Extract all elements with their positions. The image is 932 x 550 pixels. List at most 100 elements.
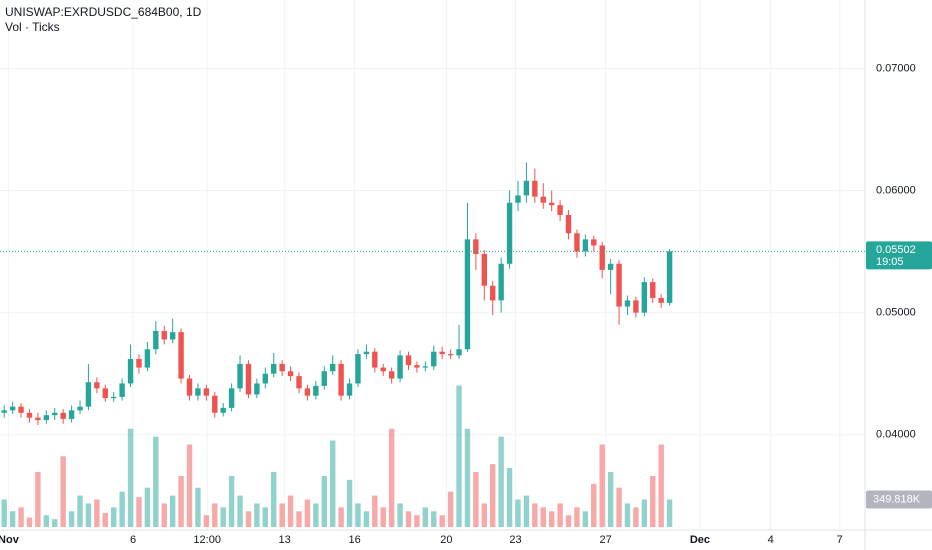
volume-bar [94, 499, 100, 527]
candle-body [313, 385, 319, 396]
candle-body [447, 354, 454, 356]
volume-bar [506, 468, 513, 527]
candle-body [43, 415, 50, 421]
volume-bar [372, 495, 378, 527]
volume-bar [422, 507, 429, 527]
volume-bar [540, 507, 546, 527]
volume-bar [169, 495, 176, 527]
volume-bar [153, 436, 159, 527]
candle-body [355, 354, 361, 384]
volume-bar [456, 385, 462, 527]
volume-bar [144, 487, 151, 527]
candle-body [532, 180, 538, 197]
volume-bar [60, 456, 66, 527]
candle-body [178, 332, 184, 379]
volume-bar [591, 483, 597, 527]
y-tick-label: 0.06000 [876, 184, 916, 196]
candle-body [380, 367, 386, 372]
volume-bar [195, 487, 201, 527]
candle-body [60, 412, 66, 419]
candle-body [1, 410, 7, 413]
countdown-label: 19:05 [876, 256, 904, 268]
volume-bar [43, 515, 50, 527]
x-tick-label: 4 [768, 534, 774, 546]
x-tick-label: 7 [837, 534, 843, 546]
volume-bar [304, 499, 311, 527]
candle-body [540, 196, 546, 203]
candle-body [481, 254, 487, 286]
grid [0, 0, 865, 530]
candle-body [119, 383, 125, 397]
x-tick-label: 27 [599, 534, 611, 546]
volume-bar [85, 503, 92, 527]
volume-bar [338, 507, 344, 527]
candle-body [186, 378, 193, 396]
volume-bar [161, 503, 167, 527]
volume-bar [127, 428, 134, 527]
volume-bar [203, 515, 210, 527]
last-price-tag [866, 241, 932, 270]
candle-body [388, 371, 395, 379]
candle-body [52, 412, 58, 416]
volume-bar [296, 511, 302, 527]
candle-body [372, 351, 378, 368]
volume-bar [557, 503, 563, 527]
chart-subtitle: Vol · Ticks [5, 20, 60, 34]
volume-bar [548, 511, 555, 527]
volume-bar [111, 507, 117, 527]
candle-body [153, 330, 159, 350]
volume-bar [186, 444, 193, 527]
candle-body [557, 205, 563, 215]
volume-bar [447, 491, 454, 527]
x-tick-label: 12:00 [193, 534, 221, 546]
volume-bar [490, 464, 496, 527]
volume-bar [397, 503, 403, 527]
candle-body [658, 297, 664, 303]
volume-bar [616, 487, 622, 527]
chart-title: UNISWAP:EXRDUSDC_684B00, 1D [5, 5, 202, 19]
volume-tag [866, 490, 932, 509]
x-tick-label: Nov [0, 534, 20, 546]
volume-bar [178, 475, 184, 527]
volume-bar [515, 499, 521, 527]
candle-body [582, 239, 589, 252]
candle-body [144, 349, 151, 368]
volume-bar [355, 503, 361, 527]
volume-bar [271, 472, 277, 527]
last-price-label: 0.05502 [876, 244, 916, 256]
candle-body [169, 332, 176, 340]
candle-body [195, 388, 201, 396]
volume-bar [102, 512, 108, 527]
candle-body [490, 285, 496, 301]
candle-body [68, 410, 75, 419]
candle-body [262, 373, 269, 384]
volume-bar [9, 511, 16, 527]
volume-bar [582, 511, 589, 527]
volume-bar [633, 507, 639, 527]
x-tick-label: 13 [279, 534, 291, 546]
candle-body [94, 382, 100, 389]
volume-bar [565, 515, 572, 527]
volume-bar [321, 475, 327, 527]
candle-body [431, 351, 437, 367]
candle-body [254, 383, 260, 395]
volume-bar [136, 497, 142, 527]
candle-body [515, 195, 521, 203]
volume-bar [254, 503, 260, 527]
volume-bar [1, 499, 7, 527]
volume-bar [641, 499, 648, 527]
volume-bar [262, 507, 269, 527]
y-tick-label: 0.04000 [876, 429, 916, 441]
candle-body [321, 371, 327, 386]
volume-bar [431, 511, 437, 527]
candle-body [9, 406, 16, 411]
candle-body [574, 233, 580, 252]
x-tick-label: 6 [130, 534, 136, 546]
volume-bar [18, 507, 24, 527]
volume-bar [405, 511, 412, 527]
candle-body [220, 407, 226, 413]
volume-bar [212, 503, 218, 527]
candle-body [473, 239, 479, 255]
